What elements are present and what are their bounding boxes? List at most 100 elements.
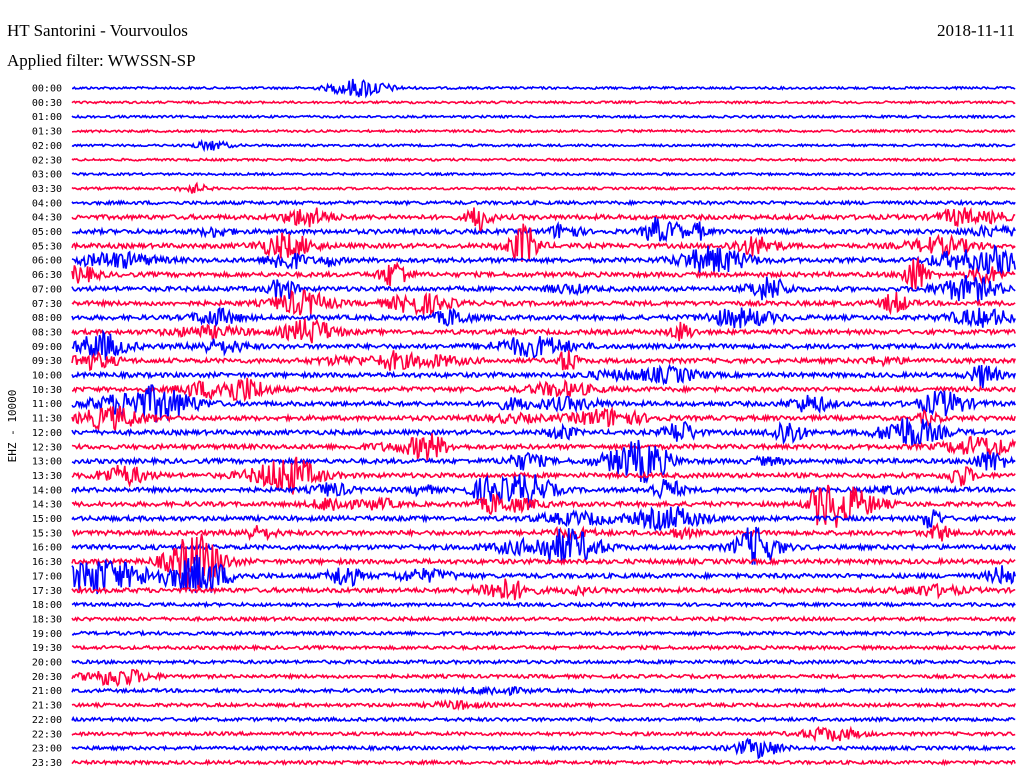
trace-line	[71, 207, 1016, 232]
row-time-label: 20:00	[32, 658, 62, 669]
trace-line	[71, 533, 1016, 591]
trace-line	[71, 578, 1016, 601]
row-time-label: 18:30	[32, 614, 62, 625]
row-time-label: 16:30	[32, 557, 62, 568]
trace-line	[71, 685, 1016, 697]
trace-line	[71, 643, 1016, 652]
trace-line	[71, 526, 1016, 565]
row-time-label: 05:00	[32, 227, 62, 238]
row-time-label: 23:00	[32, 744, 62, 755]
row-time-label: 11:30	[32, 414, 62, 425]
trace-line	[71, 377, 1016, 403]
trace-line	[71, 257, 1016, 291]
trace-line	[71, 658, 1016, 666]
row-time-label: 09:00	[32, 342, 62, 353]
row-time-label: 00:30	[32, 98, 62, 109]
row-time-label: 19:30	[32, 643, 62, 654]
trace-line	[71, 363, 1016, 389]
trace-line	[71, 99, 1016, 106]
row-time-label: 06:30	[32, 270, 62, 281]
row-time-label: 07:30	[32, 299, 62, 310]
trace-line	[71, 198, 1016, 207]
row-time-label: 20:30	[32, 672, 62, 683]
row-time-label: 14:30	[32, 500, 62, 511]
trace-line	[71, 318, 1016, 344]
trace-line	[71, 456, 1016, 495]
row-time-label: 21:00	[32, 686, 62, 697]
trace-line	[71, 725, 1016, 743]
row-time-label: 05:30	[32, 241, 62, 252]
row-time-label: 14:00	[32, 485, 62, 496]
trace-line	[71, 306, 1016, 329]
trace-line	[71, 668, 1016, 687]
trace-line	[71, 181, 1016, 194]
trace-line	[71, 274, 1016, 302]
row-time-label: 19:00	[32, 629, 62, 640]
row-time-label: 09:30	[32, 356, 62, 367]
row-time-label: 15:00	[32, 514, 62, 525]
row-time-label: 08:30	[32, 327, 62, 338]
trace-line	[71, 405, 1016, 434]
row-time-label: 13:00	[32, 457, 62, 468]
trace-line	[71, 433, 1016, 461]
row-time-label: 12:00	[32, 428, 62, 439]
row-time-label: 11:00	[32, 399, 62, 410]
trace-line	[72, 78, 1016, 99]
row-time-label: 10:30	[32, 385, 62, 396]
station-title: HT Santorini - Vourvoulos	[7, 21, 188, 40]
row-time-label: 17:00	[32, 571, 62, 582]
row-time-label: 02:30	[32, 155, 62, 166]
trace-line	[71, 484, 1016, 528]
trace-line	[71, 157, 1016, 163]
row-time-label: 23:30	[32, 758, 62, 769]
row-time-label: 01:30	[32, 127, 62, 138]
row-time-label: 15:30	[32, 528, 62, 539]
trace-line	[71, 600, 1016, 609]
date-label: 2018-11-11	[937, 21, 1015, 40]
row-time-label: 17:30	[32, 586, 62, 597]
row-time-label: 13:30	[32, 471, 62, 482]
trace-line	[71, 758, 1016, 767]
trace-line	[71, 629, 1016, 638]
trace-line	[71, 554, 1016, 595]
row-time-label: 03:30	[32, 184, 62, 195]
trace-line	[71, 244, 1016, 276]
trace-line	[71, 171, 1016, 177]
trace-line	[71, 417, 1016, 446]
trace-line	[71, 384, 1016, 423]
trace-line	[71, 439, 1016, 485]
filter-label: Applied filter: WWSSN-SP	[7, 51, 196, 70]
channel-label: EHZ - 10000	[6, 390, 19, 463]
trace-line	[71, 715, 1016, 724]
trace-rows: 00:00 00:30 01:00 01:30 02:00 02:30 03:00 03:30…	[32, 78, 1016, 769]
row-time-label: 18:00	[32, 600, 62, 611]
trace-line	[71, 329, 1016, 361]
trace-line	[72, 522, 1016, 542]
trace-line	[71, 474, 1016, 509]
trace-line	[71, 506, 1016, 532]
row-time-label: 12:30	[32, 442, 62, 453]
trace-line	[71, 216, 1016, 243]
trace-line	[71, 114, 1016, 120]
row-time-label: 16:00	[32, 543, 62, 554]
trace-line	[71, 350, 1016, 372]
row-time-label: 08:00	[32, 313, 62, 324]
row-time-label: 04:30	[32, 213, 62, 224]
row-time-label: 02:00	[32, 141, 62, 152]
row-time-label: 00:00	[32, 84, 62, 95]
trace-line	[71, 737, 1016, 760]
row-time-label: 04:00	[32, 198, 62, 209]
trace-line	[71, 128, 1016, 134]
row-time-label: 21:30	[32, 701, 62, 712]
row-time-label: 03:00	[32, 170, 62, 181]
trace-line	[71, 223, 1016, 263]
row-time-label: 10:00	[32, 371, 62, 382]
row-time-label: 22:00	[32, 715, 62, 726]
row-time-label: 06:00	[32, 256, 62, 267]
trace-line	[71, 289, 1016, 317]
row-time-label: 07:00	[32, 284, 62, 295]
trace-line	[71, 138, 1016, 153]
row-time-label: 22:30	[32, 729, 62, 740]
trace-line	[71, 698, 1016, 711]
